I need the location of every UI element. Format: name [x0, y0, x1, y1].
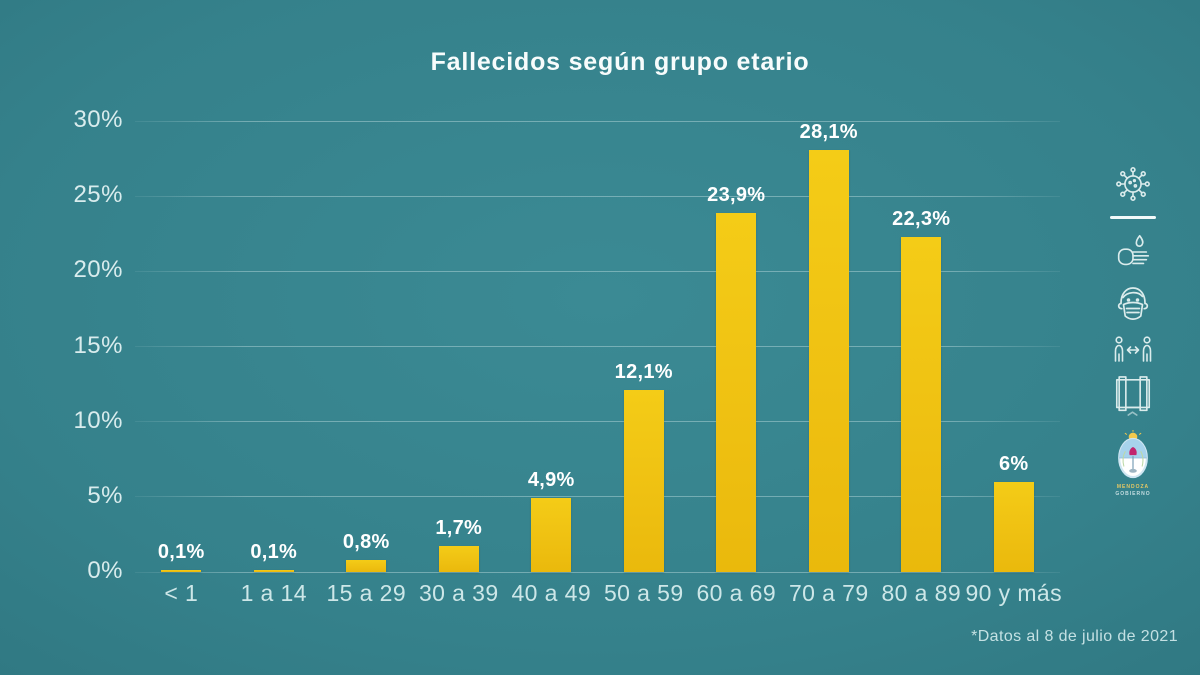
y-axis-label: 5% [87, 481, 123, 509]
gridline [135, 120, 1060, 122]
y-axis-label: 15% [73, 331, 123, 359]
gridline [135, 571, 1060, 573]
y-axis-label: 25% [73, 181, 123, 209]
y-axis-label: 30% [73, 106, 123, 133]
bar-value-label: 1,7% [435, 517, 483, 540]
logo-text-line1: MENDOZA [1116, 484, 1150, 490]
bar-value-label: 6% [998, 452, 1029, 475]
gridline [135, 421, 1060, 423]
y-axis-label: 10% [73, 406, 123, 434]
y-axis-label: 0% [87, 557, 123, 584]
bar [716, 212, 757, 572]
bar [808, 149, 849, 572]
bar-value-label: 0,1% [250, 540, 298, 563]
bar-value-label: 0,1% [157, 540, 205, 563]
mendoza-shield-icon [1118, 430, 1148, 479]
x-axis-label: 70 a 79 [788, 580, 869, 606]
bar-value-label: 22,3% [892, 207, 951, 230]
bar [346, 559, 387, 572]
bar [253, 569, 294, 572]
x-axis-label: < 1 [164, 580, 199, 606]
social-distance-icon [1114, 336, 1152, 362]
x-axis-label: 60 a 69 [696, 580, 777, 606]
bar [901, 236, 942, 572]
bar-value-label: 0,8% [342, 530, 390, 553]
bar-value-label: 12,1% [614, 361, 673, 384]
bar [438, 546, 479, 572]
bar-value-label: 28,1% [799, 120, 858, 143]
virus-icon [1116, 167, 1150, 201]
x-axis-label: 30 a 39 [418, 580, 499, 606]
logo-text-line2: GOBIERNO [1115, 491, 1151, 497]
bar [623, 390, 664, 572]
bar-value-label: 4,9% [527, 469, 575, 492]
gridline [135, 496, 1060, 498]
sidebar-divider [1110, 216, 1156, 219]
gridline [135, 195, 1060, 197]
x-axis-label: 50 a 59 [603, 580, 684, 606]
bar [161, 569, 202, 572]
x-axis-label: 90 y más [965, 580, 1063, 606]
mendoza-gobierno-logo: MENDOZA GOBIERNO [1112, 430, 1154, 498]
bar [993, 481, 1034, 572]
gridline [135, 346, 1060, 347]
bar-value-label: 23,9% [707, 183, 766, 206]
open-window-icon [1115, 376, 1151, 416]
hand-washing-icon [1117, 234, 1150, 266]
chart-title: Fallecidos según grupo etario [430, 48, 810, 76]
x-axis-label: 15 a 29 [326, 580, 407, 606]
data-date-footnote: *Datos al 8 de julio de 2021 [971, 628, 1178, 645]
x-axis-label: 40 a 49 [511, 580, 592, 606]
x-axis-label: 1 a 14 [240, 580, 307, 606]
prevention-icons-sidebar: MENDOZA GOBIERNO [1103, 165, 1163, 498]
face-mask-icon [1117, 287, 1149, 320]
y-axis-label: 20% [73, 256, 123, 284]
gridline [135, 270, 1060, 272]
bar [531, 498, 572, 572]
x-axis-label: 80 a 89 [881, 580, 962, 606]
